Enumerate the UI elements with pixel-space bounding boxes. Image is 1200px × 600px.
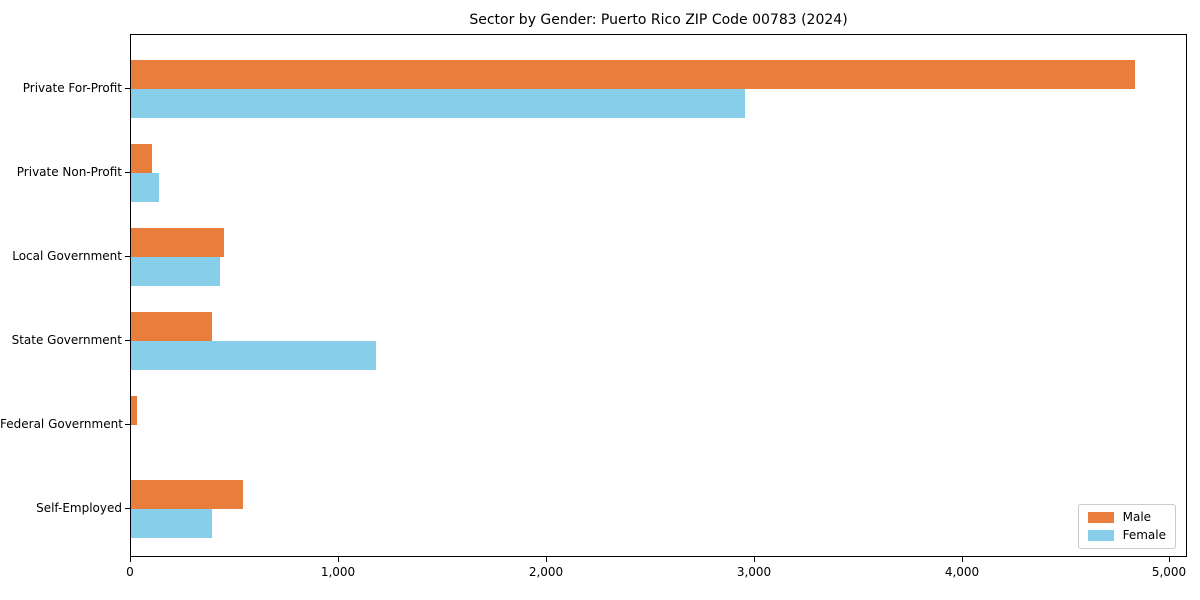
y-tick-label-self-employed: Self-Employed [36,501,122,515]
y-tick [125,340,130,341]
y-tick [125,256,130,257]
bar-female-private-for-profit [131,89,745,118]
bar-female-private-non-profit [131,173,159,202]
y-tick-label-private-non-profit: Private Non-Profit [16,165,122,179]
x-tick-label-1000: 1,000 [320,565,356,579]
legend-swatch-male [1087,512,1114,523]
legend-entry-female: Female [1087,528,1166,542]
y-tick-label-federal-government: Federal Government [0,417,123,431]
bar-female-local-government [131,257,220,286]
bar-male-federal-government [131,396,137,425]
x-tick-label-0: 0 [126,565,134,579]
bar-female-state-government [131,341,376,370]
y-tick [125,424,130,425]
x-tick [1169,557,1170,562]
legend-label-female: Female [1122,528,1166,542]
legend-swatch-female [1087,530,1114,541]
plot-area: Male Female [130,34,1187,557]
chart-title: Sector by Gender: Puerto Rico ZIP Code 0… [469,12,848,28]
bar-female-self-employed [131,509,212,538]
bar-male-private-non-profit [131,144,152,173]
y-tick [125,508,130,509]
bar-male-state-government [131,312,212,341]
x-tick-label-3000: 3,000 [736,565,772,579]
y-tick [125,172,130,173]
x-tick-label-5000: 5,000 [1151,565,1187,579]
x-tick-label-4000: 4,000 [944,565,980,579]
y-tick-label-state-government: State Government [11,333,122,347]
x-tick-label-2000: 2,000 [528,565,564,579]
legend: Male Female [1077,504,1176,549]
x-tick [130,557,131,562]
bar-male-self-employed [131,480,243,509]
bar-male-private-for-profit [131,60,1135,89]
x-tick [546,557,547,562]
bar-male-local-government [131,228,224,257]
y-tick-label-local-government: Local Government [12,249,122,263]
x-tick [338,557,339,562]
y-tick [125,88,130,89]
x-tick [962,557,963,562]
x-tick [754,557,755,562]
legend-label-male: Male [1122,510,1152,524]
legend-entry-male: Male [1087,510,1166,524]
y-tick-label-private-for-profit: Private For-Profit [22,81,122,95]
